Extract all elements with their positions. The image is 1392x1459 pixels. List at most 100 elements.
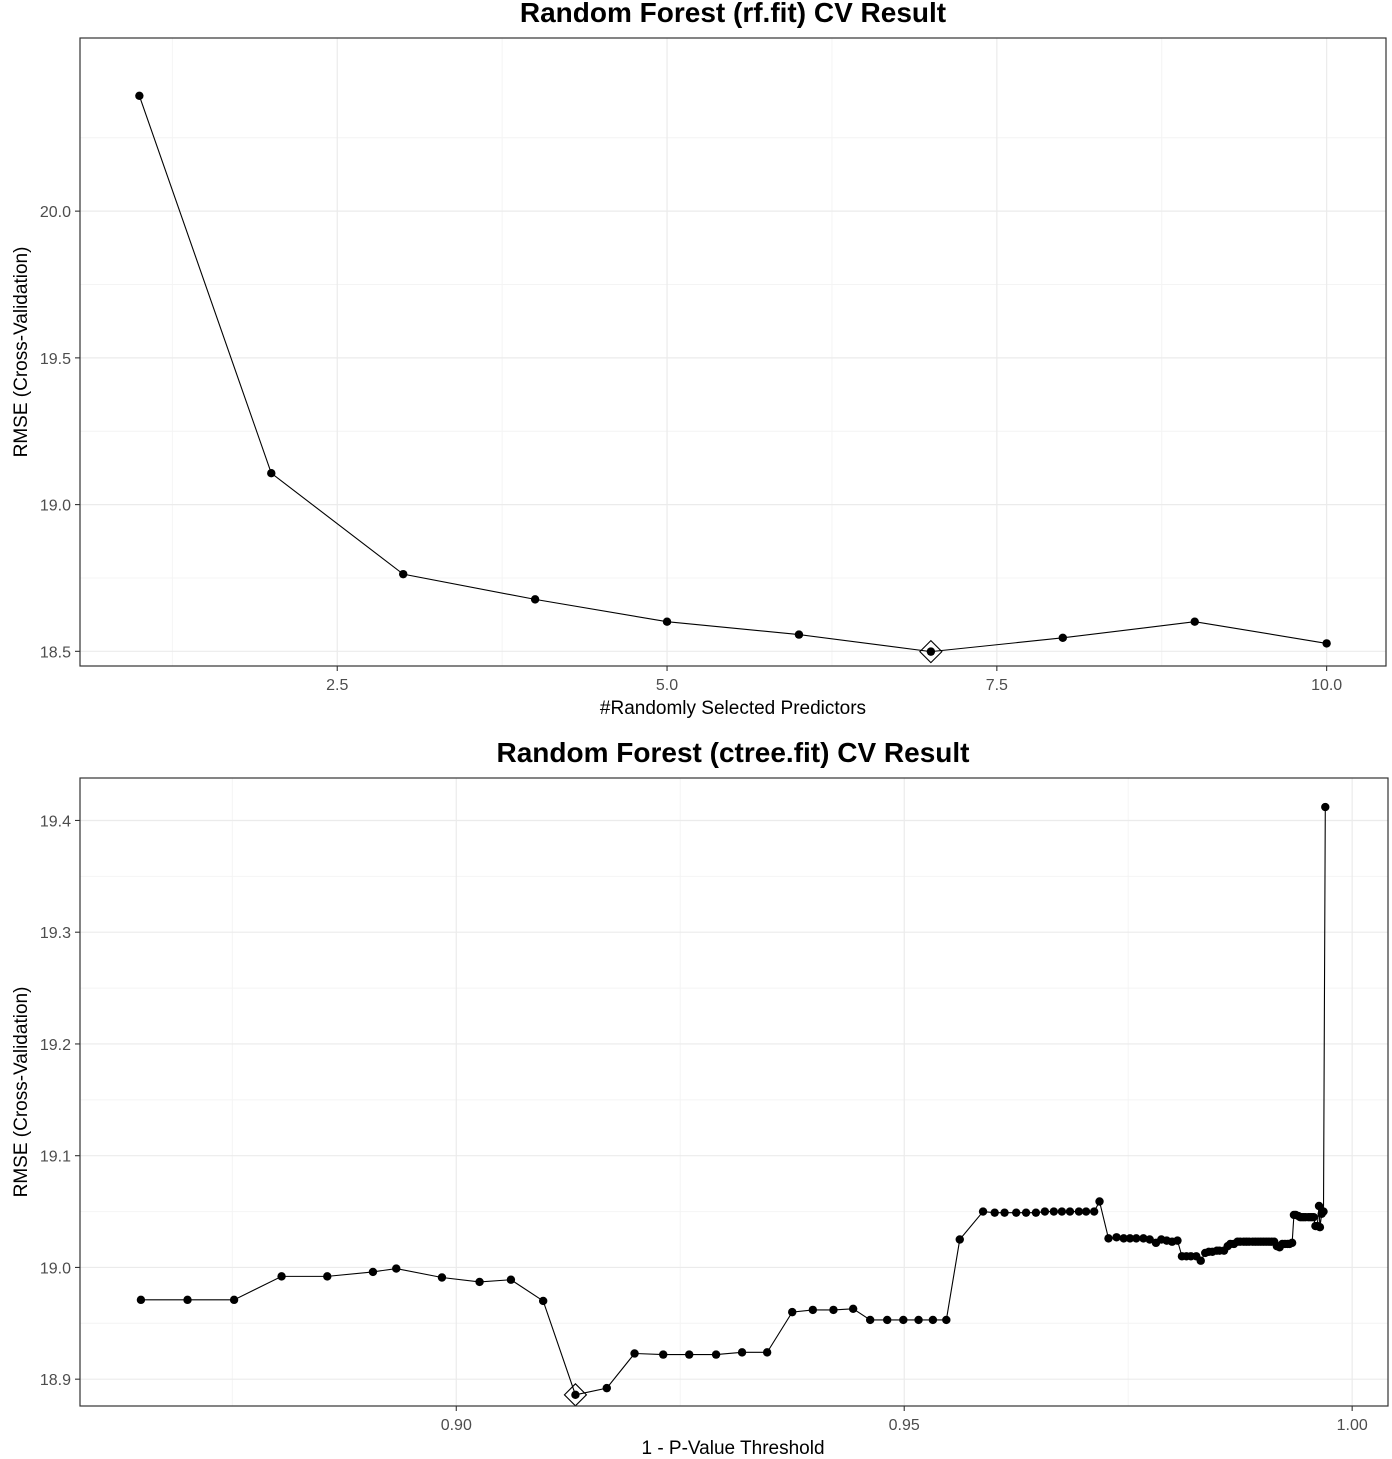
data-point: [990, 1208, 999, 1217]
data-point: [1173, 1236, 1182, 1245]
data-point: [1057, 1207, 1067, 1216]
data-point: [630, 1349, 639, 1358]
x-axis-label: 1 - P-Value Threshold: [641, 1438, 824, 1459]
data-point: [368, 1267, 378, 1277]
data-point: [437, 1273, 447, 1282]
data-point: [1012, 1208, 1021, 1217]
data-point: [1095, 1197, 1104, 1206]
data-point: [183, 1295, 192, 1305]
data-point: [794, 630, 804, 639]
y-tick-label: 20.0: [40, 204, 71, 221]
data-point: [1139, 1234, 1148, 1243]
y-tick-label: 19.5: [40, 351, 71, 368]
y-tick-label: 19.4: [40, 813, 71, 830]
data-point: [1309, 1212, 1318, 1222]
data-point: [1132, 1234, 1141, 1243]
y-tick-label: 19.0: [40, 498, 71, 515]
data-point: [1125, 1234, 1135, 1243]
y-tick-label: 19.3: [40, 925, 71, 942]
data-point: [1081, 1207, 1091, 1216]
data-point: [1058, 633, 1067, 643]
chart-title: Random Forest (ctree.fit) CV Result: [497, 737, 970, 768]
data-point: [928, 1315, 938, 1325]
x-tick-label: 0.90: [441, 1417, 472, 1434]
data-point: [1314, 1201, 1324, 1211]
y-tick-label: 19.0: [40, 1260, 71, 1277]
data-point: [1315, 1223, 1325, 1232]
data-point: [685, 1350, 694, 1359]
data-point: [926, 647, 936, 656]
data-point: [506, 1275, 516, 1284]
data-point: [1190, 617, 1199, 626]
data-point: [1000, 1208, 1009, 1217]
data-point: [978, 1207, 988, 1216]
x-tick-label: 0.95: [889, 1417, 920, 1434]
data-point: [882, 1315, 892, 1325]
data-point: [848, 1304, 858, 1313]
data-point: [1322, 639, 1331, 648]
x-axis-label: #Randomly Selected Predictors: [600, 698, 866, 719]
y-axis-label: RMSE (Cross-Validation): [11, 247, 32, 458]
data-point: [571, 1390, 580, 1400]
data-point: [538, 1296, 548, 1306]
plot-panel: [79, 777, 1389, 1407]
data-point: [1287, 1238, 1297, 1248]
data-point: [737, 1348, 747, 1357]
data-point: [1104, 1234, 1113, 1243]
data-point: [602, 1383, 611, 1393]
data-point: [711, 1350, 721, 1359]
x-tick-label: 5.0: [656, 677, 678, 694]
data-point: [1321, 802, 1330, 812]
data-point: [1319, 1207, 1328, 1216]
series-line: [138, 95, 1327, 653]
plot-panel: [79, 37, 1387, 667]
data-point: [1031, 1208, 1041, 1217]
data-point: [530, 595, 540, 604]
data-point: [899, 1315, 908, 1325]
data-point: [808, 1305, 818, 1315]
data-series: [136, 802, 1330, 1407]
y-tick-label: 18.9: [40, 1372, 71, 1389]
data-point: [1021, 1208, 1031, 1217]
data-point: [399, 569, 408, 579]
data-point: [267, 468, 276, 478]
data-point: [942, 1315, 951, 1325]
data-point: [662, 617, 672, 626]
data-point: [659, 1350, 668, 1359]
x-tick-label: 10.0: [1311, 677, 1342, 694]
axes: 2.5 5.0 7.5 10.0 18.5 19.0 19.5 20.0: [40, 204, 1342, 694]
ctree-fit-cv-chart: Random Forest (ctree.fit) CV Result 0.90…: [11, 737, 1389, 1459]
data-point: [914, 1315, 923, 1325]
axes: 0.90 0.95 1.00 18.9 19.0 19.1 19.2 19.3 19.4: [40, 813, 1368, 1434]
x-tick-label: 1.00: [1337, 1417, 1368, 1434]
data-series: [135, 91, 1331, 664]
rf-fit-cv-chart: Random Forest (rf.fit) CV Result 2.5 5.0 7…: [11, 0, 1387, 719]
data-point: [475, 1277, 484, 1287]
y-tick-label: 18.5: [40, 644, 71, 661]
data-point: [955, 1235, 964, 1244]
x-tick-label: 7.5: [986, 677, 1008, 694]
data-point: [1089, 1207, 1099, 1216]
data-point: [1119, 1234, 1128, 1243]
data-point: [135, 91, 144, 101]
series-line: [140, 807, 1326, 1396]
data-point: [865, 1315, 875, 1325]
data-point: [1049, 1207, 1059, 1216]
data-point: [136, 1295, 146, 1305]
data-point: [1040, 1207, 1050, 1216]
data-point: [277, 1272, 286, 1281]
y-tick-label: 19.1: [40, 1149, 71, 1166]
data-point: [1145, 1235, 1154, 1244]
grid-lines: [80, 38, 1386, 666]
y-axis-label: RMSE (Cross-Validation): [11, 987, 32, 1198]
best-tune-marker: [919, 639, 943, 664]
chart-title: Random Forest (rf.fit) CV Result: [520, 0, 946, 28]
data-point: [829, 1305, 838, 1315]
grid-lines: [80, 778, 1388, 1406]
data-point: [1196, 1256, 1205, 1265]
x-tick-label: 2.5: [326, 677, 348, 694]
data-point: [229, 1295, 239, 1305]
y-tick-label: 19.2: [40, 1037, 71, 1054]
data-point: [1074, 1207, 1084, 1216]
